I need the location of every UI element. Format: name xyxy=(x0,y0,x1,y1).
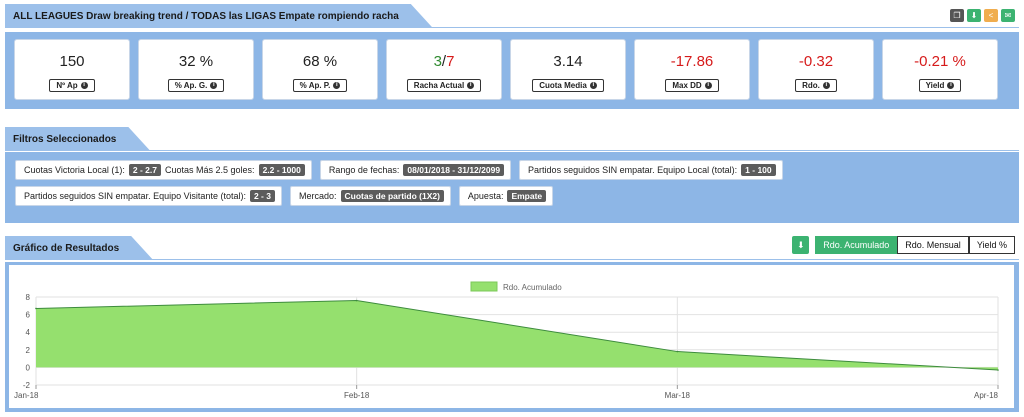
filter-value: 2.2 - 1000 xyxy=(258,164,305,176)
strategy-header: ALL LEAGUES Draw breaking trend / TODAS … xyxy=(5,4,433,28)
strategy-title: ALL LEAGUES Draw breaking trend / TODAS … xyxy=(5,4,433,28)
filter-odds: Cuotas Victoria Local (1): 2 - 2.7 Cuota… xyxy=(15,160,312,180)
legend-label: Rdo. Acumulado xyxy=(503,283,562,292)
tab-yield[interactable]: Yield % xyxy=(968,236,1015,254)
stat-card-apuestas: 150 Nº Ap i xyxy=(14,39,130,100)
series-line xyxy=(35,300,999,371)
stat-label[interactable]: Racha Actual i xyxy=(406,79,482,92)
filter-label: Partidos seguidos SIN empatar. Equipo Lo… xyxy=(528,165,738,175)
stat-card-maxdd: -17.86 Max DD i xyxy=(634,39,750,100)
stat-value: 68 % xyxy=(302,53,338,70)
info-icon: i xyxy=(704,82,712,89)
stat-label[interactable]: % Ap. G. i xyxy=(167,79,225,92)
filter-value: 2 - 3 xyxy=(249,190,275,202)
stat-card-ap-g: 32 % % Ap. G. i xyxy=(138,39,254,100)
series-point xyxy=(676,350,679,353)
y-tick-label: 0 xyxy=(26,363,31,372)
stat-card-racha: 3/7 Racha Actual i xyxy=(386,39,502,100)
stat-card-rdo: -0.32 Rdo. i xyxy=(758,39,874,100)
filter-label: Cuotas Victoria Local (1): xyxy=(24,165,125,175)
info-icon: i xyxy=(822,82,830,89)
x-tick-label: Jan-18 xyxy=(14,391,39,400)
filter-value: 2 - 2.7 xyxy=(128,164,161,176)
stat-label[interactable]: Nº Ap i xyxy=(49,79,95,92)
y-tick-label: 8 xyxy=(26,293,31,302)
filter-market: Mercado: Cuotas de partido (1X2) xyxy=(289,186,451,206)
filter-value: Empate xyxy=(507,190,547,202)
filter-home-streak: Partidos seguidos SIN empatar. Equipo Lo… xyxy=(519,160,783,180)
stats-panel: 150 Nº Ap i 32 % % Ap. G. i 68 % % Ap. P. i… xyxy=(5,32,1019,109)
filter-value: Cuotas de partido (1X2) xyxy=(340,190,444,202)
copy-icon[interactable]: ❐ xyxy=(950,9,964,22)
filter-bet: Apuesta: Empate xyxy=(458,186,554,206)
download-icon[interactable]: ⬇ xyxy=(967,9,981,22)
racha-losses: 7 xyxy=(446,53,455,70)
stat-label[interactable]: Max DD i xyxy=(665,79,719,92)
info-icon: i xyxy=(210,82,218,89)
filters-panel: Cuotas Victoria Local (1): 2 - 2.7 Cuota… xyxy=(5,152,1019,223)
filter-label: Apuesta: xyxy=(467,191,504,201)
filter-date-range: Rango de fechas: 08/01/2018 - 31/12/2099 xyxy=(319,160,512,180)
filter-label: Mercado: xyxy=(298,191,337,201)
y-tick-label: 6 xyxy=(26,311,31,320)
stat-value: -17.86 xyxy=(670,53,714,70)
tab-rdo-mensual[interactable]: Rdo. Mensual xyxy=(897,236,969,254)
info-icon: i xyxy=(947,82,955,89)
stat-value: 150 xyxy=(59,53,85,70)
stat-value: -0.32 xyxy=(798,53,834,70)
x-tick-label: Feb-18 xyxy=(344,391,370,400)
series-point xyxy=(355,299,358,302)
stat-label[interactable]: Cuota Media i xyxy=(532,79,604,92)
filter-label: Partidos seguidos SIN empatar. Equipo Vi… xyxy=(24,191,246,201)
chart-container: -2 0 2 4 6 8 Jan-18 Feb-18 Mar-18 Apr-18 Rdo. Acum… xyxy=(9,265,1014,408)
stat-label[interactable]: % Ap. P. i xyxy=(292,79,348,92)
stat-value: 3/7 xyxy=(434,53,455,71)
results-header: Gráfico de Resultados xyxy=(5,236,153,260)
header-actions: ❐ ⬇ < ✉ xyxy=(950,9,1015,22)
filter-value: 1 - 100 xyxy=(741,164,776,176)
tab-rdo-acumulado[interactable]: Rdo. Acumulado xyxy=(815,236,898,254)
share-icon[interactable]: < xyxy=(984,9,998,22)
chart-mode-tabs: ⬇ Rdo. Acumulado Rdo. Mensual Yield % xyxy=(792,236,1015,254)
stat-card-cuota: 3.14 Cuota Media i xyxy=(510,39,626,100)
chart-download-icon[interactable]: ⬇ xyxy=(792,236,810,254)
x-tick-label: Apr-18 xyxy=(974,391,999,400)
info-icon: i xyxy=(589,82,597,89)
stat-card-yield: -0.21 % Yield i xyxy=(882,39,998,100)
filter-value: 08/01/2018 - 31/12/2099 xyxy=(403,164,505,176)
stat-value: 3.14 xyxy=(553,53,583,70)
info-icon: i xyxy=(333,82,341,89)
results-chart: -2 0 2 4 6 8 Jan-18 Feb-18 Mar-18 Apr-18 Rdo. Acum… xyxy=(14,281,999,400)
header-divider xyxy=(5,27,1019,28)
stat-label[interactable]: Rdo. i xyxy=(795,79,837,92)
y-tick-label: -2 xyxy=(23,381,31,390)
info-icon: i xyxy=(467,82,475,89)
filters-header: Filtros Seleccionados xyxy=(5,127,150,151)
legend-swatch xyxy=(470,281,498,292)
x-tick-label: Mar-18 xyxy=(665,391,691,400)
filter-away-streak: Partidos seguidos SIN empatar. Equipo Vi… xyxy=(15,186,282,206)
series-area xyxy=(36,300,998,371)
results-divider xyxy=(5,259,1019,260)
chart-panel: -2 0 2 4 6 8 Jan-18 Feb-18 Mar-18 Apr-18 Rdo. Acum… xyxy=(5,262,1019,412)
filters-title: Filtros Seleccionados xyxy=(5,127,150,151)
racha-separator: / xyxy=(441,53,447,70)
series-point xyxy=(997,369,999,371)
stat-value: -0.21 % xyxy=(914,53,966,70)
filter-label: Cuotas Más 2.5 goles: xyxy=(165,165,255,175)
filter-label: Rango de fechas: xyxy=(328,165,400,175)
stat-card-ap-p: 68 % % Ap. P. i xyxy=(262,39,378,100)
racha-wins: 3 xyxy=(433,53,442,70)
stat-label[interactable]: Yield i xyxy=(918,79,962,92)
series-point xyxy=(35,307,37,310)
info-icon: i xyxy=(80,82,88,89)
email-icon[interactable]: ✉ xyxy=(1001,9,1015,22)
filters-divider xyxy=(5,150,1019,151)
y-tick-label: 4 xyxy=(26,328,31,337)
results-title: Gráfico de Resultados xyxy=(5,236,153,260)
stat-value: 32 % xyxy=(178,53,214,70)
y-tick-label: 2 xyxy=(26,346,31,355)
